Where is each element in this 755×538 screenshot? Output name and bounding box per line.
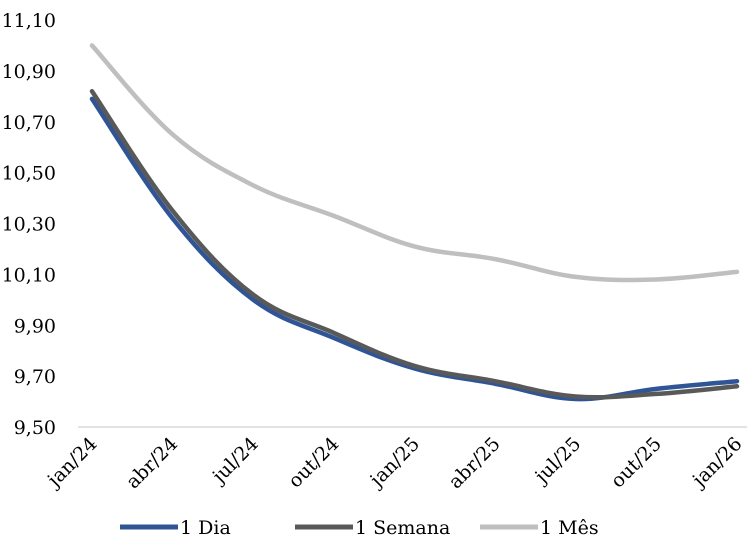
y-tick-label: 9,90 — [14, 315, 56, 337]
series-line-1 — [89, 96, 740, 402]
y-tick-label: 10,70 — [2, 112, 56, 134]
y-tick-label: 9,50 — [14, 417, 56, 439]
y-tick-label: 10,90 — [2, 61, 56, 83]
x-tick-label: out/25 — [607, 433, 666, 492]
x-axis: jan/24 abr/24 jul/24 out/24 jan/25 abr/25 jul/… — [42, 433, 746, 493]
x-tick-label: jan/26 — [687, 433, 746, 492]
series-layer — [89, 43, 740, 402]
legend-label: 1 Mês — [540, 517, 599, 538]
y-tick-label: 11,10 — [2, 10, 56, 32]
x-tick-label: jul/24 — [207, 433, 263, 489]
y-tick-label: 10,50 — [2, 163, 56, 185]
x-tick-label: jan/25 — [365, 433, 424, 492]
x-tick-label: jul/25 — [530, 433, 586, 489]
x-tick-label: abr/24 — [122, 433, 182, 493]
y-tick-label: 10,30 — [2, 214, 56, 236]
series-line-3 — [89, 43, 740, 283]
y-axis: 9,50 9,70 9,90 10,10 10,30 10,50 10,70 10,90 11,… — [2, 10, 56, 439]
x-tick-label: jan/24 — [42, 433, 101, 492]
legend: 1 Dia 1 Semana 1 Mês — [120, 517, 599, 538]
y-tick-label: 9,70 — [14, 366, 56, 388]
y-tick-label: 10,10 — [2, 264, 56, 286]
series-line-2 — [89, 88, 740, 400]
x-tick-label: abr/25 — [444, 433, 504, 493]
x-tick-label: out/24 — [284, 433, 343, 492]
legend-label: 1 Dia — [180, 517, 231, 538]
legend-label: 1 Semana — [355, 517, 450, 538]
